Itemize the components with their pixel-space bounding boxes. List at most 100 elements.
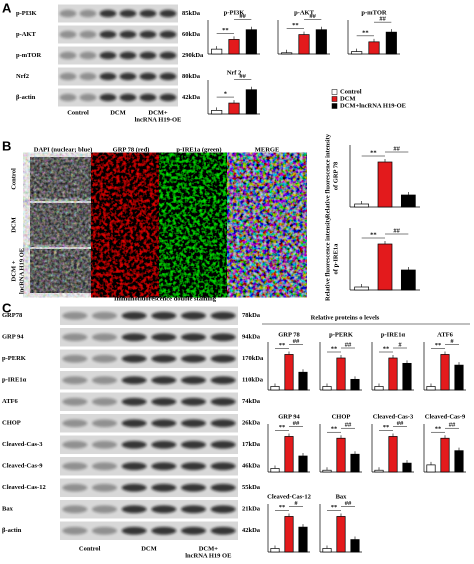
blot-band	[181, 483, 206, 492]
bar	[426, 464, 436, 473]
chart-title: Cleaved-Cas-12	[267, 493, 311, 500]
micrograph	[166, 157, 232, 201]
blot-band	[92, 462, 117, 471]
blot-band	[181, 526, 206, 535]
blot-band	[121, 311, 147, 320]
lane-label: DCM	[110, 109, 126, 116]
sig-label: **	[292, 22, 299, 29]
bar	[388, 357, 398, 391]
caption: Immunofluorescence double staining	[114, 295, 217, 302]
micrograph	[166, 249, 232, 293]
sig-label: **	[279, 504, 286, 511]
bar	[374, 386, 384, 391]
protein-label: β-actin	[2, 527, 22, 534]
bar	[336, 516, 346, 553]
legend-swatch	[331, 96, 338, 102]
bar	[454, 450, 464, 473]
size-label: 21kDa	[242, 506, 261, 513]
blot-band	[121, 440, 147, 449]
y-axis-label: of p-IRE1a	[332, 243, 339, 275]
blot-band	[151, 483, 177, 492]
sig-label: ##	[239, 73, 246, 80]
micrograph	[234, 249, 300, 293]
bar	[281, 52, 293, 55]
bar	[270, 386, 280, 391]
blot-band	[210, 311, 236, 320]
blot-strip	[60, 414, 238, 433]
blot-band	[181, 397, 206, 406]
blot-strip	[60, 349, 238, 368]
bar	[322, 386, 332, 391]
blot-band	[210, 354, 236, 363]
blot-band	[92, 526, 117, 535]
bar	[400, 269, 416, 291]
lane-label: Control	[79, 545, 101, 552]
bar	[350, 453, 360, 473]
bar	[385, 31, 397, 55]
size-label: 80kDa	[182, 73, 201, 80]
row-label: lncRNA H19 OE	[18, 248, 25, 294]
row-label: Control	[10, 168, 17, 190]
charts-title: Relative proteins o levels	[311, 314, 380, 321]
blot-band	[119, 51, 137, 60]
chart-title: ATF6	[437, 331, 454, 338]
sig-label: #	[294, 500, 298, 507]
sig-label: **	[331, 504, 338, 511]
bar	[245, 89, 257, 115]
blot-band	[92, 311, 117, 320]
blot-band	[210, 505, 236, 514]
blot-band	[119, 72, 137, 81]
size-label: 290kDa	[182, 52, 204, 59]
bar	[284, 516, 294, 553]
micrograph	[98, 249, 164, 293]
bar	[315, 29, 327, 55]
protein-label: ATF6	[2, 398, 19, 405]
blot-band	[59, 51, 77, 60]
protein-label: Cleaved-Cas-3	[2, 441, 43, 448]
lane-label: lncRNA H19-OE	[135, 116, 182, 123]
y-axis-label: Relative fluorescence intensity	[324, 216, 331, 301]
blot-band	[79, 9, 97, 18]
chart-title: p-mTOR	[361, 9, 386, 16]
blot-band	[62, 440, 88, 449]
chart-title: CHOP	[332, 413, 351, 420]
blot-strip	[60, 500, 238, 519]
blot-band	[151, 354, 177, 363]
blot-band	[92, 440, 117, 449]
lane-label: Control	[67, 109, 89, 116]
protein-label: GRP 94	[2, 334, 24, 341]
sig-label: **	[370, 149, 377, 156]
bar	[298, 526, 308, 553]
row-label: DCM +	[10, 260, 17, 281]
blot-band	[181, 311, 206, 320]
protein-label: Bax	[2, 506, 14, 513]
blot-band	[210, 526, 236, 535]
blot-band	[151, 419, 177, 428]
blot-strip	[58, 4, 178, 23]
blot-band	[210, 397, 236, 406]
protein-label: p-mTOR	[16, 52, 41, 59]
blot-band	[79, 30, 97, 39]
blot-band	[159, 51, 177, 60]
bar	[284, 436, 294, 473]
lane-label: DCM	[141, 545, 157, 552]
blot-strip	[60, 328, 238, 347]
sig-label: ##	[293, 420, 300, 427]
bar	[270, 468, 280, 473]
bar	[336, 437, 346, 473]
bar	[350, 378, 360, 391]
bar	[298, 371, 308, 391]
sig-label: **	[370, 231, 377, 238]
protein-label: β-actin	[16, 94, 36, 101]
legend-label: DCM+lncRNA H19-OE	[340, 102, 406, 109]
y-axis-label: of GRP 78	[332, 161, 339, 190]
sig-label: ##	[345, 422, 352, 429]
blot-band	[121, 526, 147, 535]
blot-band	[99, 9, 117, 18]
blot-strip	[60, 306, 238, 325]
sig-label: **	[279, 342, 286, 349]
blot-band	[92, 376, 117, 385]
panel-label: B	[2, 138, 11, 153]
sig-label: ##	[379, 16, 386, 23]
protein-label: p-PERK	[2, 355, 26, 362]
